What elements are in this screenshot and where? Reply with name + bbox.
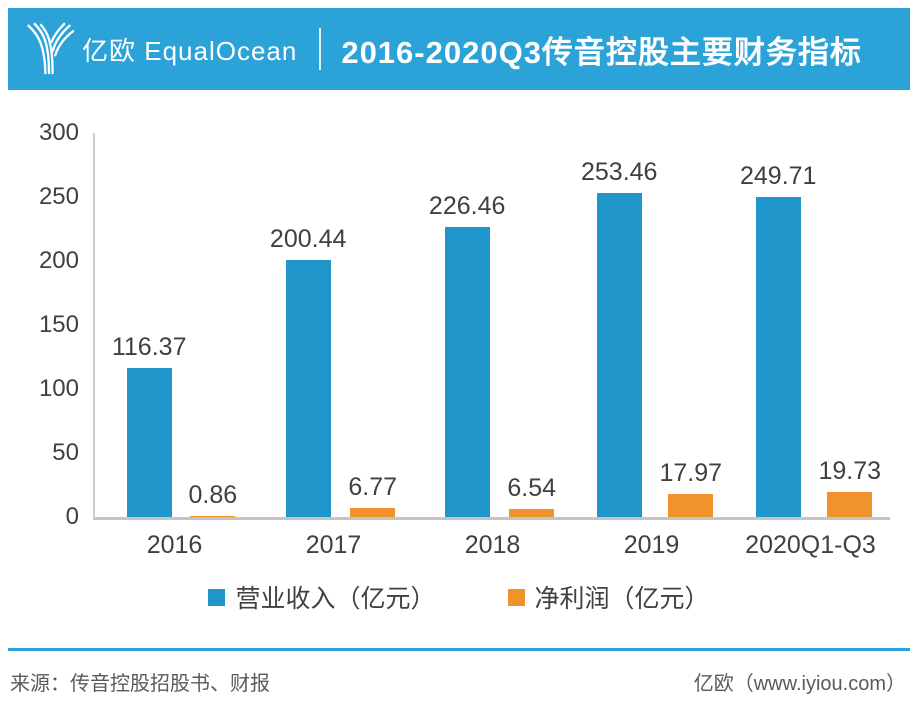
revenue-bar-wrap: 253.46 — [581, 158, 657, 517]
chart-title: 2016-2020Q3传音控股主要财务指标 — [341, 34, 862, 70]
revenue-bar-2019 — [596, 192, 642, 517]
header-banner: 亿欧 EqualOcean 2016-2020Q3传音控股主要财务指标 — [8, 8, 910, 90]
bar-group-2018: 226.46 6.54 2018 — [413, 133, 572, 559]
revenue-bar-wrap: 200.44 — [270, 225, 346, 517]
revenue-bar-2017 — [285, 260, 331, 517]
x-axis-label: 2017 — [305, 531, 362, 559]
bar-group-2016: 116.37 0.86 2016 — [95, 133, 254, 559]
profit-bar-2018 — [509, 508, 555, 517]
profit-bar-wrap: 19.73 — [818, 457, 881, 517]
x-axis-label: 2019 — [623, 531, 680, 559]
revenue-bar-2020Q1-Q3 — [755, 197, 801, 517]
footer: 来源：传音控股招股书、财报 亿欧（www.iyiou.com） — [10, 667, 906, 696]
bar-group-2020Q1-Q3: 249.71 19.73 2020Q1-Q3 — [731, 133, 890, 559]
revenue-bar-2018 — [444, 227, 490, 517]
profit-bar-2017 — [350, 508, 396, 517]
revenue-bar-wrap: 226.46 — [429, 192, 505, 517]
bar-value-label: 249.71 — [739, 162, 817, 191]
legend: 营业收入（亿元） 净利润（亿元） — [0, 579, 918, 615]
legend-label: 营业收入（亿元） — [235, 585, 436, 613]
y-axis-tick-label: 250 — [38, 183, 79, 210]
equalocean-logo-icon — [24, 22, 74, 76]
bar-groups: 116.37 0.86 2016 200.44 6.77 2017 226.46 6.54 20… — [95, 133, 890, 559]
bar-group-2017: 200.44 6.77 2017 — [254, 133, 413, 559]
bar-value-label: 0.86 — [188, 480, 238, 509]
y-axis-tick-label: 200 — [38, 247, 79, 274]
profit-bar-wrap: 0.86 — [188, 481, 237, 517]
x-axis-label: 2018 — [464, 531, 521, 559]
profit-bar-2016 — [190, 515, 236, 517]
revenue-bar-wrap: 116.37 — [111, 333, 187, 517]
legend-swatch-icon — [507, 588, 525, 606]
profit-bar-wrap: 6.77 — [348, 473, 397, 517]
legend-item-revenue: 营业收入（亿元） — [208, 579, 436, 615]
site-credit: 亿欧（www.iyiou.com） — [693, 673, 906, 695]
legend-label: 净利润（亿元） — [534, 585, 710, 613]
bar-value-label: 6.54 — [507, 473, 557, 502]
revenue-bar-2016 — [126, 368, 172, 517]
bar-value-label: 253.46 — [580, 157, 658, 186]
source-note: 来源：传音控股招股书、财报 — [10, 673, 270, 695]
equalocean-logo: 亿欧 EqualOcean — [8, 22, 297, 76]
footer-divider-line — [8, 648, 910, 651]
bar-value-label: 6.77 — [348, 473, 398, 502]
profit-bar-2019 — [668, 494, 714, 517]
y-axis-tick-label: 0 — [65, 503, 79, 530]
y-axis-tick-label: 100 — [38, 375, 79, 402]
bar-value-label: 17.97 — [659, 459, 723, 487]
bar-group-2019: 253.46 17.97 2019 — [572, 133, 731, 559]
banner-divider — [319, 28, 322, 70]
y-axis-tick-label: 50 — [52, 439, 79, 466]
revenue-bar-wrap: 249.71 — [740, 162, 816, 517]
profit-bar-wrap: 17.97 — [659, 459, 722, 517]
plot-area: 0 50 100 150 200 250 300 116.37 0.86 2016 200.44 6… — [39, 120, 890, 559]
bar-value-label: 226.46 — [428, 192, 506, 221]
x-axis-label: 2016 — [146, 531, 203, 559]
legend-item-profit: 净利润（亿元） — [507, 579, 710, 615]
y-axis-tick-label: 300 — [38, 119, 79, 146]
bar-value-label: 200.44 — [269, 225, 347, 254]
y-axis-tick-label: 150 — [38, 311, 79, 338]
x-axis-label: 2020Q1-Q3 — [745, 531, 876, 559]
equalocean-logo-text: 亿欧 EqualOcean — [82, 35, 298, 66]
legend-swatch-icon — [208, 588, 226, 606]
bar-value-label: 19.73 — [818, 456, 882, 485]
profit-bar-2020Q1-Q3 — [827, 491, 873, 517]
bar-value-label: 116.37 — [111, 333, 187, 362]
profit-bar-wrap: 6.54 — [507, 474, 556, 517]
